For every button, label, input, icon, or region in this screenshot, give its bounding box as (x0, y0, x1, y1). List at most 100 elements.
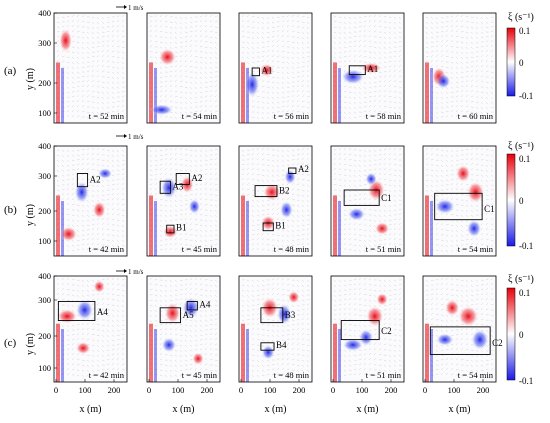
negative-vortex (358, 329, 374, 346)
panel-background (331, 146, 404, 256)
y-tick-label: 200 (38, 78, 51, 88)
y-axis-label-c: y (m) (25, 333, 36, 355)
box-label-c1: C1 (381, 193, 392, 203)
boundary-shear-band (56, 62, 64, 123)
panel-c-2: A4 A5 t = 45 min 0 100 200 x (m) (146, 275, 221, 415)
colorbar-tick-b-bot: -0.1 (519, 241, 533, 251)
y-tick-label: 100 (38, 236, 51, 246)
negative-vortex (149, 104, 174, 116)
box-label-a4: A4 (97, 307, 108, 317)
panel-frame (238, 275, 313, 383)
panel-frame (330, 145, 405, 257)
positive-vortex (444, 299, 460, 317)
panel-c-5: C2 t = 54 min 0 100 200 x (m) (422, 275, 503, 415)
box-a4 (57, 300, 96, 321)
row-label-a: (a) (4, 65, 17, 77)
x-axis-label: x (m) (357, 404, 379, 415)
box-a4 (186, 300, 198, 311)
y-tick-label: 400 (38, 271, 51, 281)
box-label-b1: B1 (275, 220, 286, 230)
positive-vortex (458, 305, 479, 327)
x-tick-label: 0 (147, 385, 151, 395)
scale-arrow-b: 1 m/s (116, 133, 144, 141)
positive-vortex (192, 352, 204, 366)
panel-frame (330, 275, 405, 383)
panel-b-2: A2 A3 B1 t = 45 min (146, 145, 221, 257)
panel-background (239, 13, 312, 123)
box-label-c1: C1 (484, 204, 495, 214)
time-label: t = 54 min (458, 244, 494, 254)
panel-b-5: C1 t = 54 min (422, 145, 497, 257)
positive-vortex (56, 308, 78, 324)
y-tick-label: 400 (38, 141, 51, 151)
panel-background (147, 276, 220, 382)
x-tick-label: 200 (108, 385, 121, 395)
boundary-shear-band (241, 62, 249, 123)
negative-vortex (182, 297, 200, 319)
boundary-shear-band (149, 323, 157, 382)
y-tick-label: 300 (38, 171, 51, 181)
panel-background (423, 146, 496, 256)
negative-vortex (97, 168, 113, 179)
box-b4 (260, 342, 275, 351)
colorbar-row-a (506, 27, 516, 97)
time-label: t = 60 min (458, 111, 494, 121)
box-a2 (76, 173, 89, 188)
panel-background (239, 146, 312, 256)
boundary-shear-band (149, 62, 157, 123)
scale-arrow-label-a: 1 m/s (128, 4, 144, 12)
colorbar-tick-a-bot: -0.1 (519, 91, 533, 101)
panel-background (147, 146, 220, 256)
negative-vortex (74, 181, 90, 204)
colorbar-tick-b-top: 0.1 (519, 154, 530, 164)
x-tick-label: 200 (293, 385, 306, 395)
panel-frame (53, 275, 128, 383)
negative-vortex (347, 207, 366, 221)
boundary-shear-band (425, 195, 433, 256)
velocity-field (333, 277, 402, 378)
velocity-field (56, 14, 125, 120)
time-label: t = 52 min (89, 111, 125, 121)
boundary-shear-band (333, 62, 341, 123)
panel-b-1: A2 t = 42 min 400 300 200 100 (38, 141, 128, 257)
box-a1 (348, 65, 366, 76)
x-tick-label: 0 (54, 385, 58, 395)
colorbar-tick-a-top: 0.1 (519, 26, 530, 36)
box-label-a2: A2 (191, 173, 202, 183)
box-c2 (340, 320, 380, 341)
colorbar-row-c (506, 287, 516, 381)
positive-vortex (93, 280, 106, 293)
y-axis-label-a: y (m) (25, 68, 36, 90)
negative-vortex (279, 201, 294, 219)
x-axis-label: x (m) (80, 404, 102, 415)
colorbar-tick-c-bot: -0.1 (519, 376, 533, 386)
positive-vortex (59, 28, 73, 53)
colorbar-row-b (506, 153, 516, 247)
panel-frame (422, 12, 497, 124)
box-b1 (166, 224, 175, 234)
time-label: t = 56 min (274, 111, 310, 121)
box-c1 (434, 192, 483, 221)
panel-frame (146, 145, 221, 257)
boundary-shear-band (333, 195, 341, 256)
panel-frame (53, 145, 128, 257)
boundary-shear-band (56, 195, 64, 256)
time-label: t = 48 min (274, 244, 310, 254)
panel-c-4: C2 t = 51 min 0 100 200 x (m) (330, 275, 405, 415)
negative-vortex (471, 329, 489, 351)
colorbar-label-a: ξ (s⁻¹) (508, 12, 534, 23)
y-tick-label: 200 (38, 206, 51, 216)
panel-frame (53, 12, 128, 124)
negative-vortex (188, 198, 201, 215)
colorbar-tick-a-mid: 0 (519, 58, 524, 68)
negative-vortex (436, 333, 454, 346)
panel-frame (146, 275, 221, 383)
positive-vortex (374, 221, 390, 236)
x-axis-label: x (m) (265, 404, 287, 415)
time-label: t = 58 min (366, 111, 402, 121)
box-label-c2: C2 (492, 338, 503, 348)
colorbar-tick-c-mid: 0 (519, 330, 524, 340)
boundary-shear-band (241, 195, 249, 256)
x-tick-label: 100 (172, 385, 185, 395)
box-b2 (254, 185, 278, 198)
